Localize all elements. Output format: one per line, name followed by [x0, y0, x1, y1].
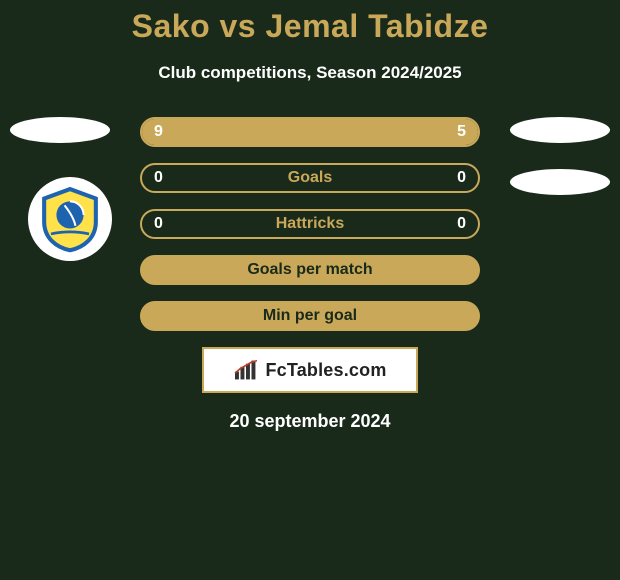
stat-label: Matches — [278, 123, 342, 141]
content-area: 9 5 Matches 0 0 Goals 0 0 Hattricks Goals per mat… — [0, 117, 620, 432]
stat-row: 0 0 Hattricks — [140, 209, 480, 239]
stat-row: 0 0 Goals — [140, 163, 480, 193]
stat-label: Goals — [288, 169, 332, 187]
date-text: 20 september 2024 — [0, 411, 620, 432]
stat-value-left: 0 — [154, 169, 163, 187]
stat-value-right: 0 — [457, 169, 466, 187]
comparison-card: Sako vs Jemal Tabidze Club competitions,… — [0, 0, 620, 580]
player-right-placeholder-1 — [510, 117, 610, 143]
stat-label: Hattricks — [276, 215, 344, 233]
subtitle: Club competitions, Season 2024/2025 — [0, 63, 620, 83]
player-right-placeholder-2 — [510, 169, 610, 195]
stat-value-right: 5 — [457, 123, 466, 141]
page-title: Sako vs Jemal Tabidze — [0, 8, 620, 45]
bar-chart-icon — [233, 359, 259, 381]
stat-row: Min per goal — [140, 301, 480, 331]
stat-row: 9 5 Matches — [140, 117, 480, 147]
club-badge-left — [28, 177, 112, 261]
stat-rows: 9 5 Matches 0 0 Goals 0 0 Hattricks Goals per mat… — [140, 117, 480, 331]
stat-value-left: 0 — [154, 215, 163, 233]
stat-row: Goals per match — [140, 255, 480, 285]
club-crest-icon — [36, 185, 104, 253]
stat-label: Min per goal — [263, 307, 357, 325]
player-left-placeholder-1 — [10, 117, 110, 143]
brand-badge[interactable]: FcTables.com — [202, 347, 418, 393]
brand-text: FcTables.com — [265, 360, 386, 381]
stat-value-right: 0 — [457, 215, 466, 233]
stat-label: Goals per match — [247, 261, 372, 279]
stat-value-left: 9 — [154, 123, 163, 141]
